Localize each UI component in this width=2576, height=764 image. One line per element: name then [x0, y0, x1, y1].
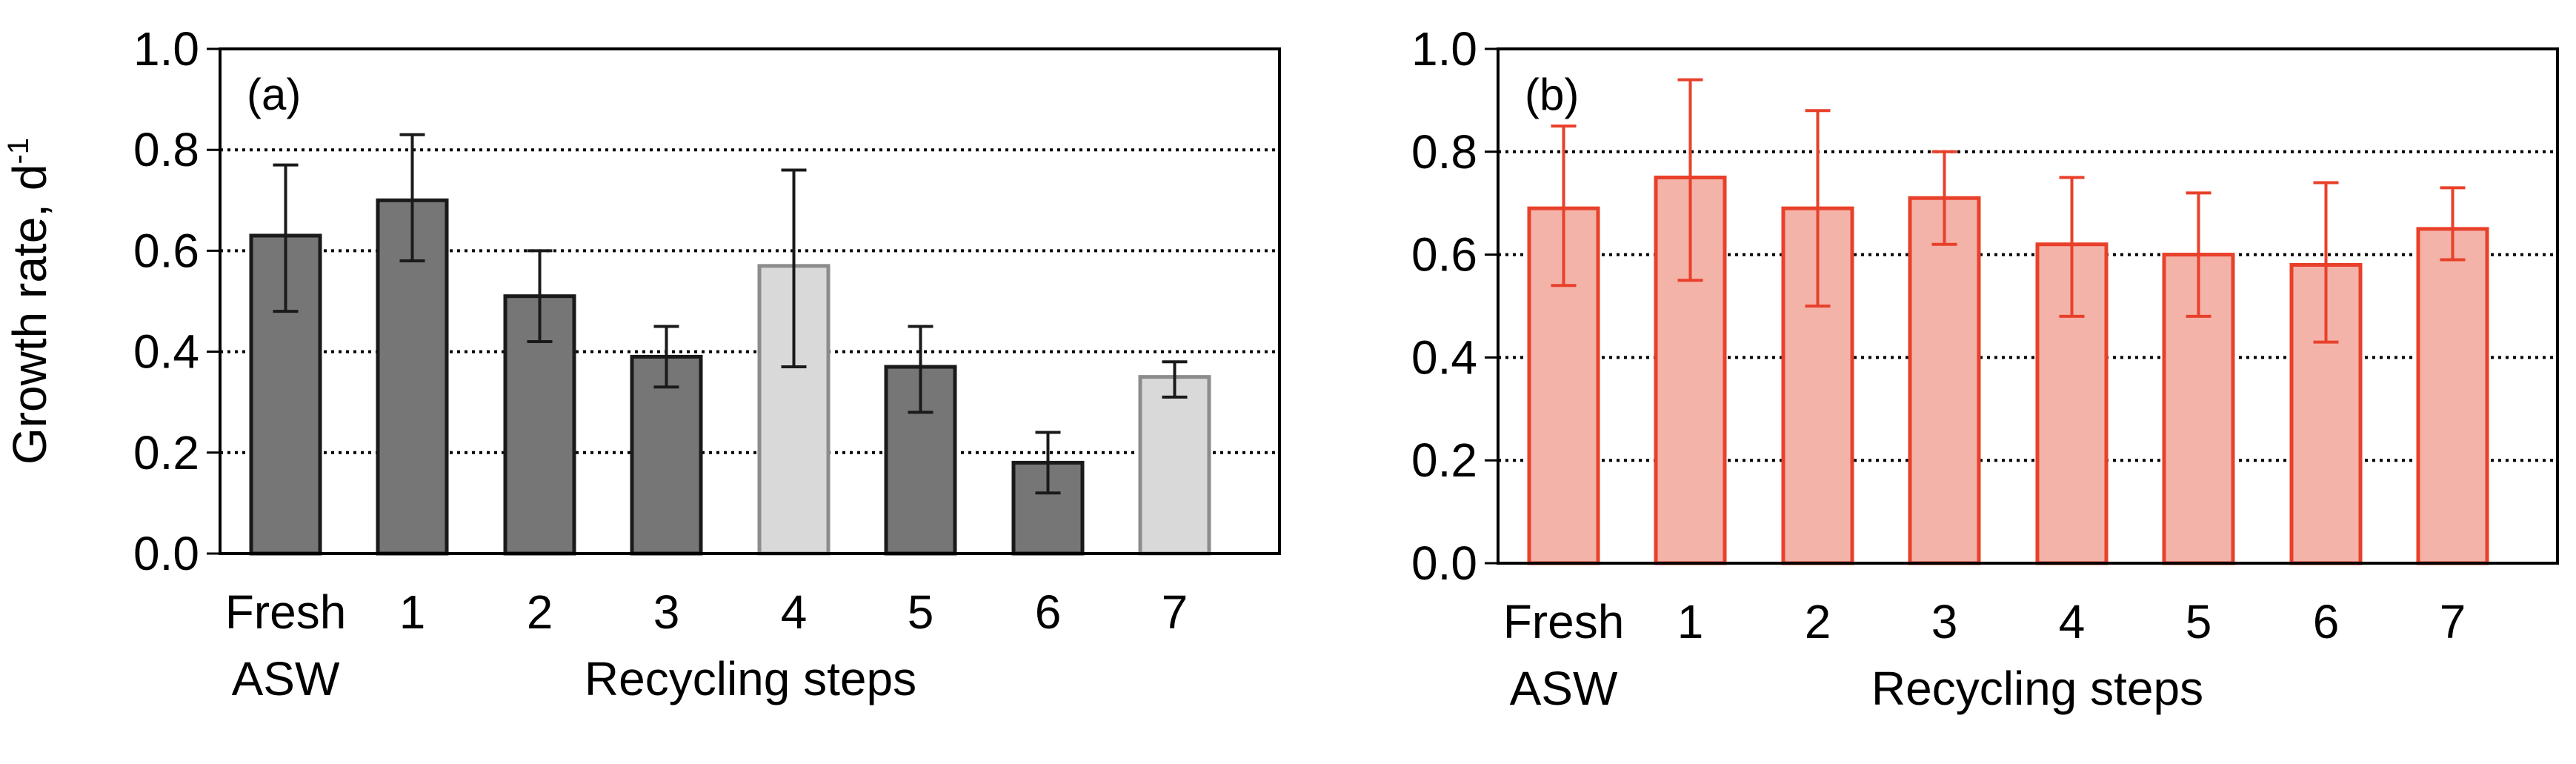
x-axis-title: Recycling steps	[585, 652, 916, 705]
bar-6	[2289, 262, 2363, 565]
x-tick-label: 1	[399, 585, 426, 639]
bar-3	[1908, 196, 1981, 565]
x-tick-label-asw: ASW	[232, 652, 340, 705]
x-tick-label: 6	[2313, 595, 2340, 648]
y-tick-label: 1.0	[133, 22, 199, 76]
x-tick-label: 3	[653, 585, 680, 639]
bar-7	[2416, 227, 2489, 565]
x-axis-title: Recycling steps	[1871, 662, 2203, 715]
x-tick-label: 7	[1162, 585, 1188, 639]
y-tick-label: 0.8	[133, 123, 199, 176]
y-axis-title-text: Growth rate, d	[3, 165, 56, 465]
y-tick-label: 0.4	[133, 325, 199, 379]
x-tick-label: 3	[1931, 595, 1958, 648]
plot-frame	[1497, 47, 2559, 565]
x-tick-label: 4	[781, 585, 808, 639]
y-tick-label: 0.0	[133, 527, 199, 580]
panel-label: (a)	[247, 70, 301, 119]
x-tick-label-asw: ASW	[1510, 662, 1618, 715]
x-tick-label: 4	[2059, 595, 2086, 648]
chart-panel-a: 0.0 0.2 0.4 0.6 0.8 1.0 Fresh ASW 1 2 3 4 5 6 7 (a) Recy…	[2, 22, 1281, 705]
y-axis-title: Growth rate, d-1	[2, 138, 56, 465]
bar-7	[1138, 375, 1211, 556]
y-tick-label: 0.2	[133, 426, 199, 479]
panel-label: (b)	[1525, 70, 1579, 119]
y-tick-label: 0.6	[133, 224, 199, 277]
x-tick-label: 7	[2440, 595, 2466, 648]
x-tick-label: 2	[527, 585, 553, 639]
x-tick-label: 2	[1805, 595, 1831, 648]
y-tick-label: 0.2	[1411, 434, 1477, 487]
x-tick-label: 1	[1677, 595, 1704, 648]
y-tick-label: 1.0	[1411, 22, 1477, 76]
plot-frame	[219, 47, 1281, 555]
y-tick-label: 0.0	[1411, 537, 1477, 590]
y-tick-label: 0.6	[1411, 228, 1477, 282]
y-axis-title-superscript: -1	[2, 138, 35, 165]
chart-panel-b: 0.0 0.2 0.4 0.6 0.8 1.0 Fresh ASW 1 2 3 4 5 6 7 (b) Recy…	[1411, 22, 2559, 715]
x-tick-label-fresh: Fresh	[225, 585, 347, 639]
x-tick-label: 5	[908, 585, 934, 639]
x-tick-label: 5	[2186, 595, 2212, 648]
x-tick-label: 6	[1035, 585, 1062, 639]
y-tick-label: 0.8	[1411, 125, 1477, 179]
y-tick-label: 0.4	[1411, 330, 1477, 384]
x-tick-label-fresh: Fresh	[1503, 595, 1625, 648]
